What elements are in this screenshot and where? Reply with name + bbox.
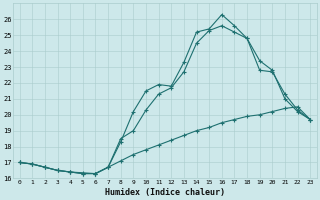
X-axis label: Humidex (Indice chaleur): Humidex (Indice chaleur) xyxy=(105,188,225,197)
